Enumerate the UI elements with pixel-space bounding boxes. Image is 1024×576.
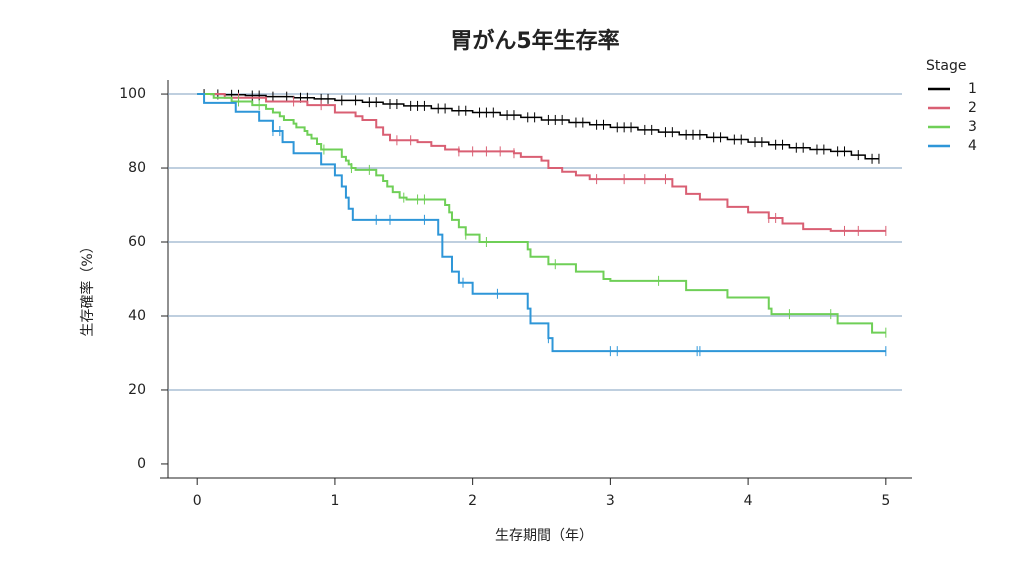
survival-curve <box>197 93 886 353</box>
survival-curve <box>197 93 879 160</box>
y-tick-label: 100 <box>119 86 146 102</box>
y-axis-label: 生存確率（%） <box>79 239 96 336</box>
x-tick-label: 2 <box>468 493 477 509</box>
x-tick-label: 5 <box>881 493 890 509</box>
x-tick-label: 0 <box>193 493 202 509</box>
y-tick-label: 40 <box>128 308 146 324</box>
legend-label: 4 <box>968 138 977 154</box>
survival-curve <box>197 93 886 232</box>
legend-title: Stage <box>926 58 966 74</box>
chart-title: 胃がん5年生存率 <box>450 28 619 54</box>
x-tick-label: 1 <box>330 493 339 509</box>
x-axis-label: 生存期間（年） <box>495 528 593 544</box>
legend-label: 3 <box>968 119 977 135</box>
x-tick-label: 4 <box>744 493 753 509</box>
y-tick-label: 60 <box>128 234 146 250</box>
survival-curve <box>197 93 886 334</box>
x-tick-label: 3 <box>606 493 615 509</box>
y-tick-label: 20 <box>128 382 146 398</box>
legend-label: 2 <box>968 100 977 116</box>
legend-label: 1 <box>968 81 977 97</box>
y-tick-label: 0 <box>137 456 146 472</box>
y-tick-label: 80 <box>128 160 146 176</box>
